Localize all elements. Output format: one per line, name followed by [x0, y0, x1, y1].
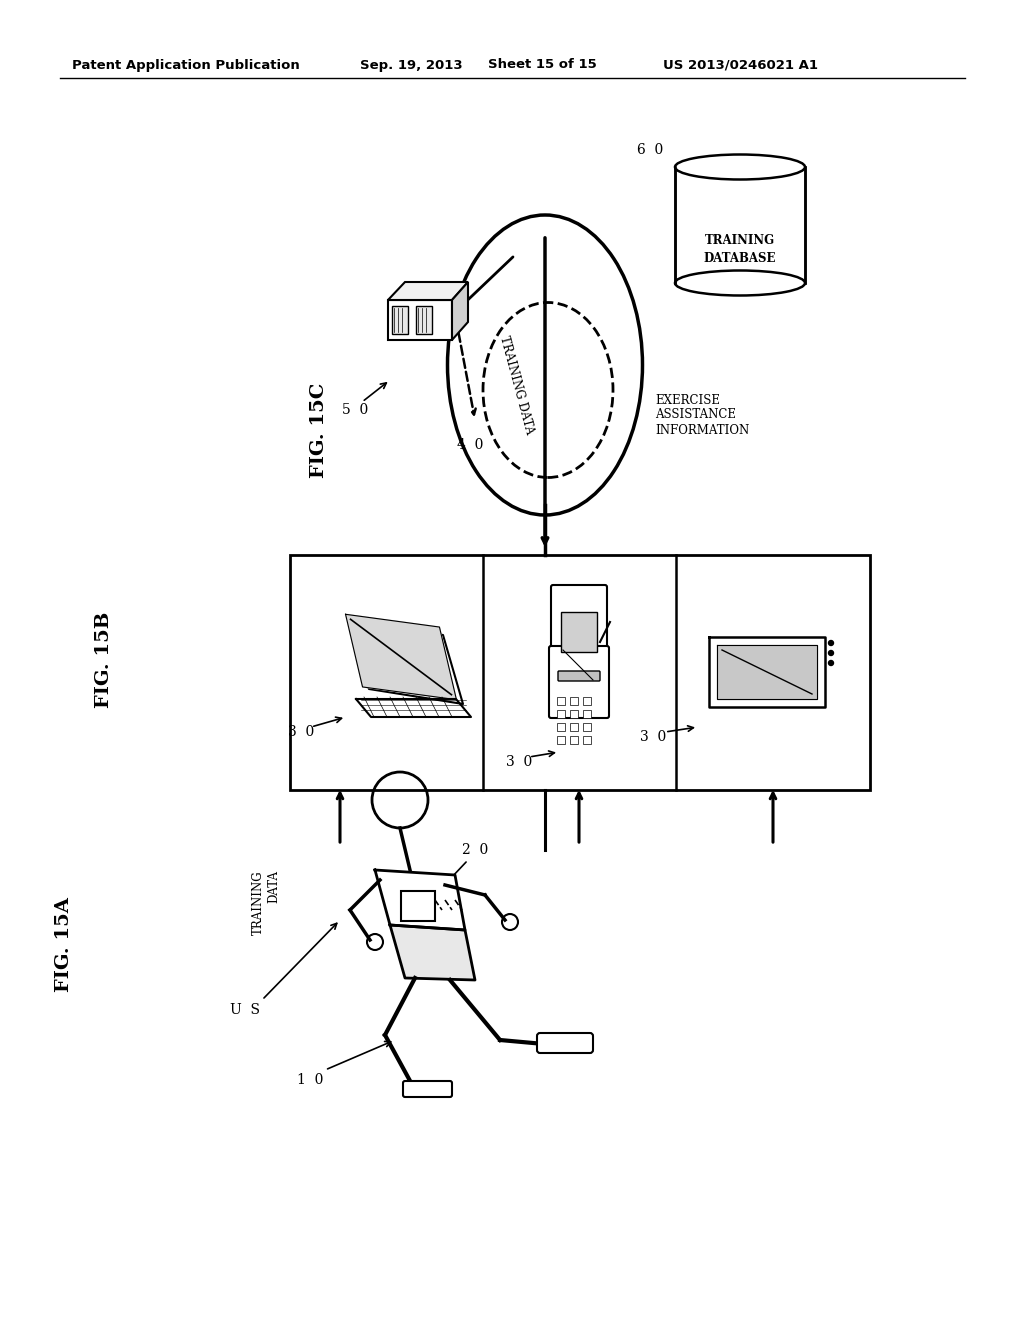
Text: FIG. 15A: FIG. 15A	[55, 898, 73, 993]
Text: 3  0: 3 0	[506, 755, 532, 770]
FancyBboxPatch shape	[558, 671, 600, 681]
Text: Sheet 15 of 15: Sheet 15 of 15	[488, 58, 597, 71]
Circle shape	[828, 660, 834, 665]
Text: 3  0: 3 0	[640, 730, 667, 744]
FancyBboxPatch shape	[557, 697, 565, 705]
Polygon shape	[375, 870, 465, 931]
FancyBboxPatch shape	[557, 710, 565, 718]
FancyBboxPatch shape	[583, 737, 591, 744]
FancyBboxPatch shape	[537, 1034, 593, 1053]
FancyBboxPatch shape	[551, 585, 607, 649]
FancyBboxPatch shape	[557, 737, 565, 744]
Text: EXERCISE
ASSISTANCE
INFORMATION: EXERCISE ASSISTANCE INFORMATION	[655, 393, 750, 437]
Text: 1  0: 1 0	[297, 1073, 324, 1086]
Text: Sep. 19, 2013: Sep. 19, 2013	[360, 58, 463, 71]
Text: Patent Application Publication: Patent Application Publication	[72, 58, 300, 71]
Text: TRAINING
DATABASE: TRAINING DATABASE	[703, 235, 776, 265]
Polygon shape	[390, 925, 475, 979]
Text: TRAINING
DATA: TRAINING DATA	[252, 870, 280, 935]
Polygon shape	[356, 700, 471, 717]
FancyBboxPatch shape	[392, 306, 408, 334]
Polygon shape	[349, 620, 463, 704]
FancyBboxPatch shape	[570, 723, 578, 731]
Ellipse shape	[675, 154, 805, 180]
Text: 4  0: 4 0	[457, 438, 483, 451]
Polygon shape	[388, 282, 468, 300]
Text: FIG. 15B: FIG. 15B	[95, 611, 113, 709]
FancyBboxPatch shape	[557, 723, 565, 731]
Text: U  S: U S	[230, 1003, 260, 1016]
FancyBboxPatch shape	[675, 168, 805, 282]
Circle shape	[828, 640, 834, 645]
Text: 2  0: 2 0	[462, 843, 488, 857]
Text: US 2013/0246021 A1: US 2013/0246021 A1	[663, 58, 818, 71]
Text: 5  0: 5 0	[342, 403, 368, 417]
FancyBboxPatch shape	[549, 645, 609, 718]
FancyBboxPatch shape	[416, 306, 432, 334]
FancyBboxPatch shape	[561, 612, 597, 652]
Polygon shape	[709, 638, 825, 708]
FancyBboxPatch shape	[570, 737, 578, 744]
FancyBboxPatch shape	[583, 710, 591, 718]
Text: 3  0: 3 0	[288, 725, 314, 739]
Polygon shape	[388, 300, 452, 341]
FancyBboxPatch shape	[570, 710, 578, 718]
FancyBboxPatch shape	[583, 723, 591, 731]
Text: 6  0: 6 0	[637, 143, 664, 157]
FancyBboxPatch shape	[290, 554, 870, 789]
Polygon shape	[345, 614, 457, 700]
FancyBboxPatch shape	[583, 697, 591, 705]
Text: FIG. 15C: FIG. 15C	[310, 383, 328, 478]
FancyBboxPatch shape	[401, 891, 435, 921]
Circle shape	[828, 651, 834, 656]
Polygon shape	[452, 282, 468, 341]
Polygon shape	[717, 645, 817, 700]
Text: TRAINING DATA: TRAINING DATA	[497, 334, 536, 436]
FancyBboxPatch shape	[570, 697, 578, 705]
FancyBboxPatch shape	[403, 1081, 452, 1097]
